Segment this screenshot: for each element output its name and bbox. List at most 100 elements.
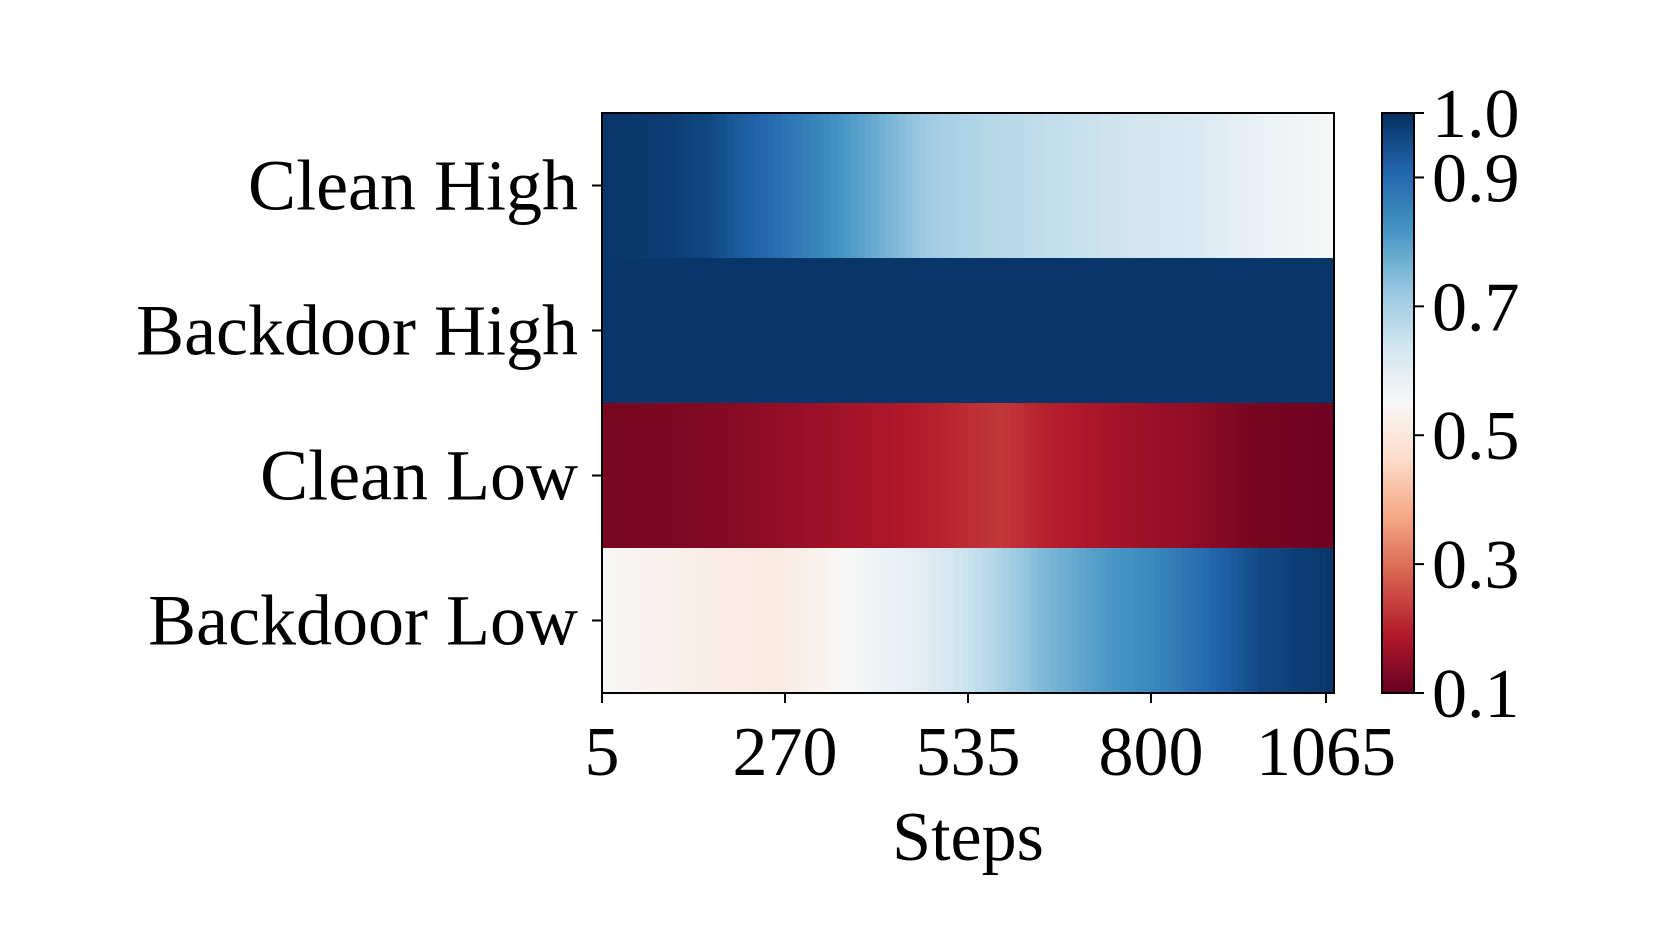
heatmap-cell xyxy=(1327,258,1335,404)
heatmap-cell xyxy=(1292,548,1301,694)
heatmap-cell xyxy=(677,258,686,404)
heatmap-cell xyxy=(608,258,617,404)
heatmap-cell xyxy=(1050,403,1059,549)
heatmap-cell xyxy=(1320,258,1328,404)
heatmap-cell xyxy=(1278,258,1287,404)
heatmap-cell xyxy=(802,258,810,404)
heatmap-cell xyxy=(650,403,658,549)
heatmap-cell xyxy=(1278,548,1287,694)
heatmap-cell xyxy=(1002,258,1011,404)
heatmap-cell xyxy=(988,258,997,404)
heatmap-cell xyxy=(1216,113,1225,259)
heatmap-cell xyxy=(961,113,969,259)
heatmap-cell xyxy=(988,113,997,259)
heatmap-cell xyxy=(1258,258,1266,404)
heatmap-cell xyxy=(1071,548,1080,694)
heatmap-cell xyxy=(1313,113,1321,259)
heatmap-cell xyxy=(1140,258,1149,404)
heatmap-cell xyxy=(1030,548,1038,694)
heatmap-cell xyxy=(774,403,783,549)
heatmap-cell xyxy=(1161,258,1169,404)
heatmap-cell xyxy=(919,548,928,694)
colorbar-tick-label: 1.0 xyxy=(1432,76,1520,153)
heatmap-cell xyxy=(878,113,886,259)
y-tick-label: Clean High xyxy=(248,146,578,226)
heatmap-cell xyxy=(1216,403,1225,549)
heatmap-cell xyxy=(760,258,769,404)
x-axis: 5 270 535 800 1065 xyxy=(585,693,1396,791)
heatmap-cell xyxy=(1285,403,1294,549)
heatmap-cell xyxy=(912,113,921,259)
heatmap-cell xyxy=(657,403,665,549)
heatmap-cell xyxy=(926,258,935,404)
heatmap-cell xyxy=(677,403,686,549)
heatmap-cell xyxy=(1002,548,1011,694)
heatmap-cell xyxy=(981,403,990,549)
heatmap-cell xyxy=(1099,113,1107,259)
heatmap-cell xyxy=(657,113,665,259)
heatmap-cell xyxy=(1078,403,1086,549)
heatmap-cell xyxy=(836,113,845,259)
heatmap-cell xyxy=(829,548,838,694)
heatmap-cell xyxy=(871,113,879,259)
heatmap-cell xyxy=(1085,548,1093,694)
heatmap-cell xyxy=(767,113,776,259)
heatmap-cell xyxy=(1168,258,1176,404)
heatmap-cell xyxy=(1251,258,1259,404)
heatmap-cell xyxy=(671,113,679,259)
heatmap-cell xyxy=(733,403,741,549)
heatmap-cell xyxy=(1292,403,1301,549)
heatmap-cell xyxy=(1016,548,1024,694)
heatmap-cell xyxy=(795,403,803,549)
heatmap-cell xyxy=(677,113,686,259)
heatmap-cell xyxy=(781,113,790,259)
heatmap-cell xyxy=(954,258,962,404)
heatmap-cell xyxy=(995,548,1004,694)
heatmap-cell xyxy=(933,113,941,259)
heatmap-cell xyxy=(684,403,693,549)
heatmap-cell xyxy=(1230,258,1238,404)
heatmap-cell xyxy=(671,548,679,694)
heatmap-cell xyxy=(850,113,859,259)
heatmap-cell xyxy=(968,548,976,694)
heatmap-cell xyxy=(1313,548,1321,694)
heatmap-cell xyxy=(615,548,624,694)
heatmap-cell xyxy=(961,403,969,549)
heatmap-cell xyxy=(1085,403,1093,549)
heatmap-cell xyxy=(1126,113,1135,259)
heatmap-cell xyxy=(1057,403,1066,549)
heatmap-cell xyxy=(1188,258,1197,404)
heatmap-cell xyxy=(940,548,948,694)
heatmap-cell xyxy=(1299,548,1307,694)
heatmap-cell xyxy=(892,403,900,549)
heatmap-cell xyxy=(885,403,893,549)
heatmap-cell xyxy=(912,258,921,404)
heatmap-cell xyxy=(1119,403,1128,549)
heatmap-cell xyxy=(1133,403,1142,549)
heatmap-cell xyxy=(1092,113,1100,259)
heatmap-cell xyxy=(878,548,886,694)
heatmap-cell xyxy=(981,548,990,694)
heatmap-cell xyxy=(636,258,645,404)
heatmap-cell xyxy=(1037,403,1045,549)
heatmap-cell xyxy=(1140,548,1149,694)
colorbar: 1.00.9 0.7 0.5 0.3 0.1 xyxy=(1381,76,1520,733)
heatmap-cell xyxy=(1064,403,1073,549)
heatmap-cell xyxy=(892,548,900,694)
heatmap-cell xyxy=(643,258,651,404)
heatmap-cell xyxy=(995,258,1004,404)
heatmap-cell xyxy=(698,548,707,694)
heatmap-cell xyxy=(1119,548,1128,694)
heatmap-cell xyxy=(822,258,831,404)
heatmap-cell xyxy=(1175,113,1183,259)
heatmap-cell xyxy=(1126,548,1135,694)
heatmap-cell xyxy=(1023,548,1031,694)
heatmap-cell xyxy=(664,113,672,259)
heatmap-cell xyxy=(1154,403,1162,549)
heatmap-cell xyxy=(857,258,866,404)
heatmap-cell xyxy=(940,113,948,259)
heatmap-cell xyxy=(615,258,624,404)
heatmap-cell xyxy=(1244,258,1252,404)
heatmap-cell xyxy=(1195,113,1204,259)
heatmap-cell xyxy=(933,258,941,404)
